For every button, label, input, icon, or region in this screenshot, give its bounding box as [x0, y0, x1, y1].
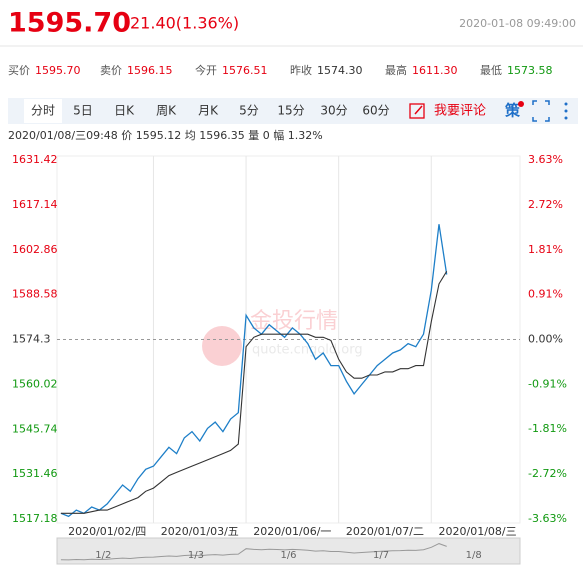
quote-label: 昨收: [290, 63, 312, 77]
tab[interactable]: 分时: [31, 104, 55, 118]
watermark-logo: [202, 326, 242, 366]
datetime: 2020-01-08 09:49:00: [459, 17, 576, 30]
y-tick-label: 1531.46: [12, 467, 58, 480]
quote-value: 1574.30: [317, 64, 363, 77]
quote-value: 1595.70: [35, 64, 81, 77]
y2-tick-label: -0.91%: [528, 377, 567, 390]
navigator-label: 1/2: [95, 550, 111, 561]
navigator-label: 1/8: [466, 550, 482, 561]
y-tick-label: 1617.14: [12, 198, 58, 211]
tab-bar: [8, 98, 578, 124]
navigator: [56, 537, 521, 565]
active-tab: [24, 99, 62, 123]
tab[interactable]: 5分: [239, 104, 259, 118]
quote-label: 卖价: [100, 64, 122, 77]
strategy[interactable]: 策: [504, 102, 521, 120]
quote-label: 今开: [195, 63, 217, 77]
navigator-labels: 1/2 1/3 1/6 1/7 1/8: [60, 543, 482, 561]
series-line: [60, 271, 448, 514]
y2-tick-label: 2.72%: [528, 198, 563, 211]
y2-tick-label: -3.63%: [528, 512, 567, 525]
y2-tick-label: -2.72%: [528, 467, 567, 480]
y2-tick-label: 0.00%: [528, 333, 563, 346]
tab[interactable]: 周K: [156, 104, 177, 118]
tab[interactable]: 30分: [320, 104, 347, 118]
plot-frame: [56, 155, 521, 524]
y2-tick-label: 0.91%: [528, 288, 563, 301]
y2-tick-label: 1.81%: [528, 243, 563, 256]
x-tick-label: 2020/01/07/二: [346, 525, 424, 538]
navigator-label: 1/6: [280, 550, 296, 561]
chart: 1517.18 -3.63% 1531.46 -2.72% 1545.74 -1.81% 1…: [12, 153, 567, 538]
y-tick-label: 1574.3: [12, 333, 51, 346]
y-tick-label: 1560.02: [12, 377, 58, 390]
comment[interactable]: 我要评论: [434, 104, 486, 119]
y2-tick-label: 3.63%: [528, 153, 563, 166]
tab[interactable]: 日K: [114, 104, 135, 118]
tabs: 分时 5日 日K 周K 月K 5分 15分 30分 60分: [31, 104, 390, 118]
x-tick-label: 2020/01/02/四: [68, 525, 146, 538]
navigator-label: 1/3: [188, 550, 204, 561]
quotes: 买价 1595.70 卖价 1596.15 今开 1576.51 昨收 1574.30 最高 16…: [8, 63, 553, 77]
x-tick-label: 2020/01/03/五: [161, 525, 239, 538]
quote-label: 最低: [480, 64, 502, 77]
x-tick-label: 2020/01/08/三: [439, 525, 517, 538]
quote-label: 买价: [8, 64, 30, 77]
tab[interactable]: 15分: [277, 104, 304, 118]
y-tick-label: 1517.18: [12, 512, 58, 525]
y2-tick-label: -1.81%: [528, 422, 567, 435]
watermark-url: quote.cngold.org: [252, 343, 363, 358]
quote-label: 最高: [385, 63, 407, 77]
tab[interactable]: 月K: [198, 104, 219, 118]
y-tick-label: 1602.86: [12, 243, 58, 256]
tab[interactable]: 5日: [73, 104, 93, 118]
price: 1595.70: [8, 8, 131, 39]
more-icon[interactable]: [564, 102, 568, 120]
tab[interactable]: 60分: [362, 104, 389, 118]
expand-icon[interactable]: [532, 100, 550, 122]
series-line: [60, 224, 448, 518]
quote-value: 1596.15: [127, 64, 173, 77]
y-tick-label: 1545.74: [12, 422, 58, 435]
comment-icon: [409, 103, 425, 119]
quote-value: 1573.58: [507, 64, 553, 77]
badge: [518, 101, 524, 107]
watermark: 金投行情: [250, 309, 338, 334]
quote-value: 1611.30: [412, 64, 458, 77]
x-tick-label: 2020/01/06/一: [253, 525, 331, 538]
quote-value: 1576.51: [222, 64, 268, 77]
navigator-line: [60, 543, 447, 561]
comment-pen: [414, 105, 423, 115]
y-tick-label: 1631.42: [12, 153, 58, 166]
navigator-label: 1/7: [373, 550, 389, 561]
change: 21.40(1.36%): [130, 14, 239, 33]
y-tick-label: 1588.58: [12, 288, 58, 301]
info: 2020/01/08/三09:48 价 1595.12 均 1596.35 量 …: [8, 129, 323, 142]
